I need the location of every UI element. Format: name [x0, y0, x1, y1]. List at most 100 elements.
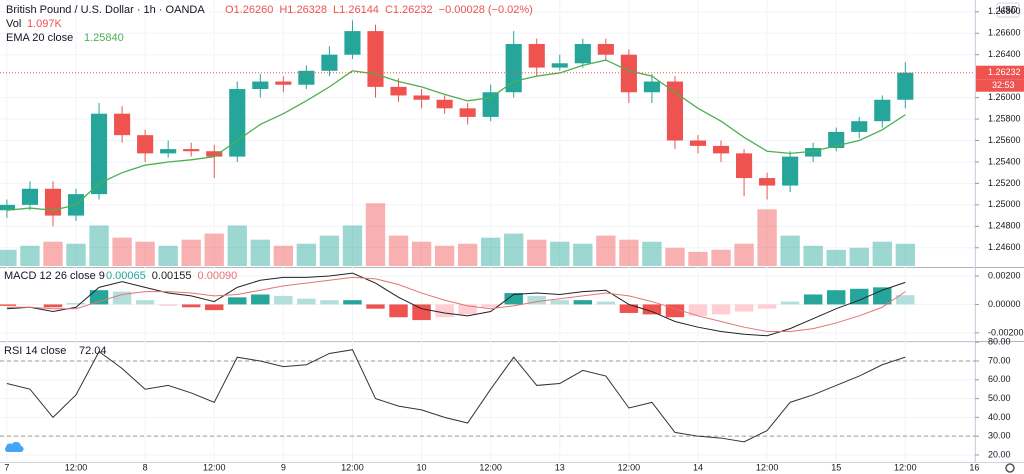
candle-body: [0, 204, 15, 211]
x-tick-label: 10: [417, 462, 427, 472]
cloud-icon[interactable]: [5, 441, 24, 453]
candle-body: [252, 81, 269, 90]
macd-histogram-bar: [412, 304, 431, 321]
y-tick-label: 1.26400: [988, 49, 1021, 59]
y-tick-label: 1.24800: [988, 221, 1021, 231]
y-tick-label: 1.26000: [988, 92, 1021, 102]
y-tick-label: 80.00: [988, 337, 1011, 347]
y-tick-label: 1.25400: [988, 156, 1021, 166]
volume-bar: [504, 233, 524, 266]
candle-body: [897, 72, 914, 100]
x-tick-label: 14: [693, 462, 703, 472]
macd-histogram-bar: [850, 288, 869, 305]
volume-bar: [780, 235, 800, 266]
ohlc-legend: −0.00028 (−0.02%): [439, 4, 533, 16]
last-price-box: [976, 65, 1024, 80]
countdown-box: [976, 79, 1024, 92]
volume-bar: [250, 239, 270, 266]
macd-legend-value: 0.00155: [152, 270, 192, 282]
x-tick-label: 16: [969, 462, 979, 472]
candle-body: [183, 149, 200, 152]
macd-histogram-bar: [320, 300, 339, 305]
y-tick-label: 20.00: [988, 449, 1011, 459]
volume-bar: [135, 241, 155, 266]
macd-histogram-bar: [873, 287, 892, 305]
volume-bar: [20, 245, 40, 266]
volume-bar: [688, 251, 708, 266]
macd-legend-value: 0.00065: [106, 270, 146, 282]
x-tick-label: 7: [4, 462, 9, 472]
volume-label: Vol: [6, 18, 21, 30]
y-tick-label: 0.00200: [988, 270, 1021, 280]
candle-body: [666, 81, 684, 141]
macd-histogram-bar: [181, 304, 201, 308]
ema-value: 1.25840: [84, 32, 124, 44]
volume-bar: [665, 247, 685, 266]
macd-histogram-bar: [112, 291, 132, 305]
ohlc-legend: H1.26328: [279, 4, 327, 16]
x-tick-label: 15: [831, 462, 841, 472]
volume-bar: [619, 239, 639, 266]
y-tick-label: 1.25600: [988, 135, 1021, 145]
y-tick-label: 1.26800: [988, 6, 1021, 16]
candle-body: [344, 31, 361, 55]
macd-histogram-bar: [527, 295, 546, 305]
candle-body: [436, 99, 453, 109]
macd-histogram-bar: [366, 304, 385, 309]
candle-body: [597, 43, 614, 55]
volume-bar: [457, 243, 478, 266]
currency-label: USD: [998, 4, 1018, 14]
macd-histogram-bar: [896, 295, 915, 305]
volume-bar: [66, 243, 86, 266]
rsi-line: [6, 349, 906, 443]
candle-body: [712, 145, 730, 154]
candle-body: [782, 156, 799, 186]
volume-bar: [204, 233, 224, 266]
macd-histogram-bar: [826, 290, 846, 305]
candle-body: [620, 54, 637, 93]
macd-histogram-bar: [596, 301, 616, 305]
x-tick-label: 8: [143, 462, 148, 472]
volume-bar: [895, 243, 915, 266]
volume-bar: [480, 237, 501, 266]
volume-bar: [803, 245, 823, 266]
ohlc-legend: C1.26232: [385, 4, 433, 16]
macd-histogram-bar: [642, 304, 662, 315]
symbol-title: British Pound / U.S. Dollar · 1h · OANDA: [6, 4, 205, 16]
countdown-label: 32:53: [992, 80, 1015, 90]
candle-body: [574, 43, 591, 64]
rsi-value: 72.04: [79, 345, 107, 357]
candle-body: [551, 63, 568, 68]
x-tick-label: 13: [555, 462, 565, 472]
plot-layer: [0, 0, 975, 462]
y-tick-label: 1.26600: [988, 28, 1021, 38]
candle-body: [390, 86, 407, 96]
macd-histogram-bar: [734, 304, 754, 312]
macd-histogram-bar: [228, 297, 247, 305]
y-tick-label: -0.00200: [988, 327, 1024, 337]
x-tick-label: 12:00: [618, 462, 641, 472]
y-tick-label: 1.25200: [988, 178, 1021, 188]
candle-body: [367, 31, 384, 87]
macd-histogram-bar: [481, 304, 500, 308]
settings-icon[interactable]: [1005, 463, 1015, 473]
macd-histogram-bar: [389, 304, 408, 318]
volume-bar: [434, 245, 455, 266]
macd-histogram-bar: [251, 294, 270, 305]
volume-bar: [43, 241, 63, 266]
x-tick-label: 12:00: [479, 462, 502, 472]
macd-label: MACD 12 26 close 9: [4, 270, 105, 282]
ema-label: EMA 20 close: [6, 32, 73, 44]
y-tick-label: 1.25000: [988, 199, 1021, 209]
volume-bar: [388, 235, 409, 266]
y-tick-label: 0.00000: [988, 299, 1021, 309]
macd-histogram-bar: [205, 304, 224, 311]
macd-histogram-bar: [504, 293, 523, 305]
x-tick-label: 12:00: [65, 462, 88, 472]
volume-bar: [181, 239, 201, 266]
volume-bar: [319, 235, 340, 266]
ema-line: [6, 59, 906, 211]
currency-box[interactable]: [996, 2, 1020, 18]
volume-bar: [296, 243, 317, 266]
